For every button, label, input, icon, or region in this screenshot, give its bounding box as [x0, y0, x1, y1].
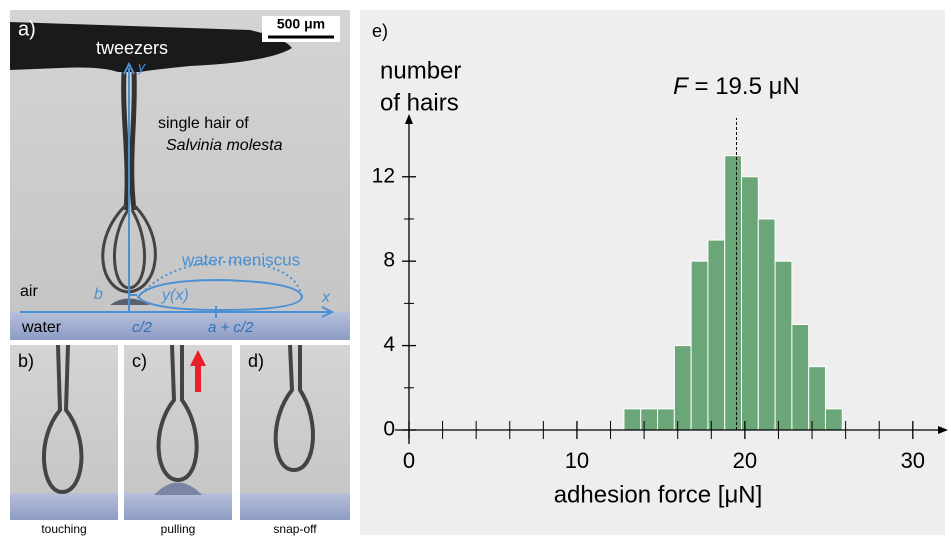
- axis-label: y: [137, 59, 146, 75]
- panel-label: d): [248, 351, 264, 371]
- caption: touching: [41, 522, 86, 536]
- hair: [156, 344, 199, 483]
- bar: [623, 408, 642, 431]
- air-label: air: [20, 283, 38, 300]
- hair-stem: [121, 71, 137, 211]
- bar: [741, 176, 759, 431]
- bar: [774, 260, 793, 431]
- meniscus-photo: [154, 482, 202, 495]
- x-tick-label: 20: [733, 448, 757, 473]
- panel-b: b) touching: [10, 344, 118, 536]
- c2-label: c/2: [132, 319, 153, 336]
- bar: [757, 218, 776, 431]
- x-tick-label: 30: [901, 448, 925, 473]
- bar: [791, 323, 810, 431]
- meniscus-outline: [136, 278, 304, 312]
- hair: [41, 344, 84, 495]
- axis-label: x: [321, 289, 331, 306]
- y-tick-label: 4: [383, 333, 395, 356]
- caption: snap-off: [273, 522, 317, 536]
- x-axis-label: adhesion force [μN]: [554, 481, 763, 508]
- meniscus-dotted: [137, 260, 303, 298]
- caption: pulling: [161, 522, 196, 536]
- tweezers-label: tweezers: [96, 38, 168, 58]
- panel-label: a): [18, 18, 36, 40]
- b-label: b: [94, 286, 103, 303]
- mean-var: F: [673, 73, 689, 100]
- water-strip: [10, 493, 118, 520]
- yx-label: y(x): [161, 287, 189, 304]
- panel-label: e): [372, 21, 388, 41]
- bar: [690, 260, 709, 431]
- hair: [273, 344, 315, 473]
- y-axis-label: number: [380, 57, 461, 84]
- pull-arrow-head: [190, 350, 206, 366]
- bar: [640, 408, 659, 431]
- bar: [707, 239, 726, 431]
- y-tick-label: 8: [383, 249, 395, 272]
- x-axis-arrow: [938, 426, 948, 434]
- panel-label: c): [132, 351, 147, 371]
- panel-label: b): [18, 351, 34, 371]
- bar: [824, 408, 843, 431]
- bar: [808, 366, 826, 431]
- y-axis-label: of hairs: [380, 89, 459, 116]
- ac2-label: a + c/2: [208, 319, 254, 336]
- water-strip: [240, 493, 350, 520]
- water-strip: [124, 493, 232, 520]
- bar: [657, 408, 675, 431]
- photo-d: [240, 345, 350, 520]
- panel-e: [360, 10, 945, 535]
- bar: [673, 345, 692, 431]
- panel-c: c) pulling: [124, 344, 232, 536]
- x-tick-label: 10: [565, 448, 589, 473]
- scale-label: 500 μm: [277, 16, 325, 32]
- hair-label: single hair of: [158, 115, 249, 132]
- y-tick-label: 0: [383, 418, 395, 441]
- mean-text: = 19.5 μN: [695, 73, 800, 100]
- arrow-heads: [123, 61, 335, 318]
- x-tick-label: 0: [403, 448, 415, 473]
- tweezers-shape: [10, 22, 292, 72]
- water-label: water: [21, 319, 62, 336]
- panel-d: d) snap-off: [240, 344, 350, 536]
- bar: [724, 155, 743, 431]
- panel-a: 500 μm a) tweezers single hair of Salvin…: [10, 10, 350, 340]
- hair-label: Salvinia molesta: [166, 137, 283, 154]
- histogram: 0 10 20 30 0 4 8 12 F = 19.5 μN e) number of hairs a…: [372, 21, 948, 508]
- mean-label: F = 19.5 μN: [673, 73, 800, 100]
- y-tick-label: 12: [372, 164, 395, 187]
- water-strip: [10, 312, 350, 340]
- meniscus-label: water meniscus: [181, 250, 300, 269]
- y-axis-arrow: [405, 114, 413, 124]
